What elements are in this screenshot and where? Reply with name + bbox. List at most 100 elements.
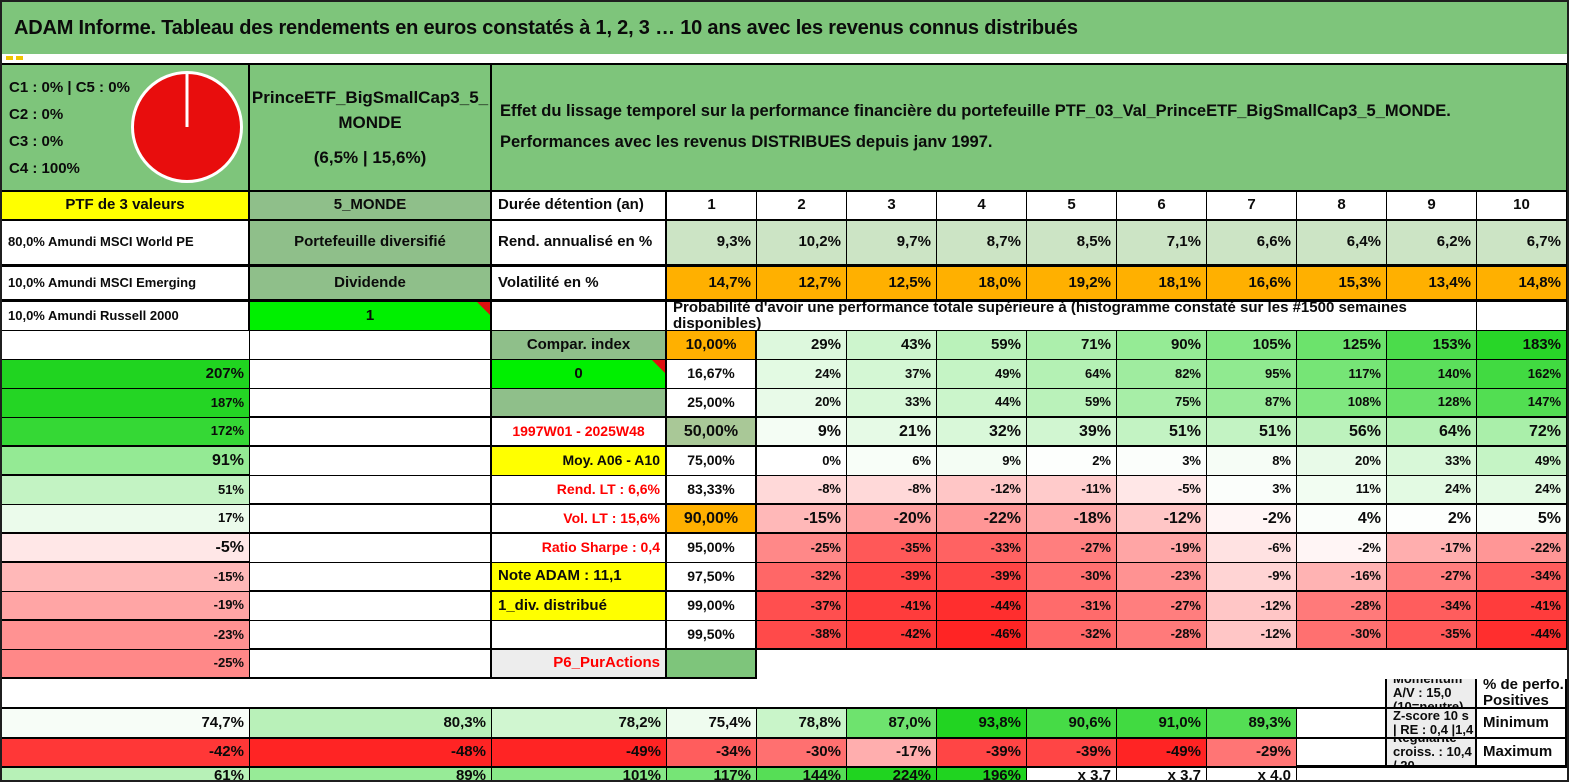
cell-perfo-positives-1[interactable]: 74,7% [2, 709, 250, 739]
cell-p99-5-5[interactable]: -28% [1117, 621, 1207, 650]
cell-p99-5-9[interactable]: -44% [1477, 621, 1567, 650]
cell-proba-note-label[interactable] [492, 302, 667, 331]
cell-p83-33-4[interactable]: -11% [1027, 476, 1117, 505]
cell-maximum-6[interactable]: 224% [847, 768, 937, 780]
cell-p6-puractions-b[interactable]: P6_PurActions [492, 650, 667, 679]
cell-p99-5-1[interactable]: -38% [757, 621, 847, 650]
cell-p16-67-a[interactable] [250, 360, 492, 389]
cell-p99-5-a[interactable] [250, 621, 492, 650]
cell-p97-5-7[interactable]: -16% [1297, 563, 1387, 592]
cell-duration-header-10[interactable]: 10 [1477, 192, 1567, 221]
cell-p10-2[interactable]: 43% [847, 331, 937, 360]
cell-perfo-positives-2[interactable]: 80,3% [250, 709, 492, 739]
cell-rend-annualise-2[interactable]: 10,2% [757, 221, 847, 267]
cell-rend-annualise-4[interactable]: 8,7% [937, 221, 1027, 267]
cell-proba-note-span[interactable]: Probabilité d'avoir une performance tota… [667, 302, 1477, 331]
cell-p6-puractions-a[interactable] [250, 650, 492, 679]
cell-maximum-4[interactable]: 117% [667, 768, 757, 780]
cell-p16-67-9[interactable]: 162% [1477, 360, 1567, 389]
cell-maximum-label[interactable]: Maximum [1477, 739, 1567, 768]
cell-p16-67-5[interactable]: 82% [1117, 360, 1207, 389]
portfolio-name-cell[interactable]: PrinceETF_BigSmallCap3_5_ MONDE (6,5% | … [250, 65, 492, 192]
cell-p10-6[interactable]: 105% [1207, 331, 1297, 360]
cell-proba-note-b[interactable]: 1 [250, 302, 492, 331]
cell-p83-33-1[interactable]: -8% [757, 476, 847, 505]
cell-p99-5-4[interactable]: -32% [1027, 621, 1117, 650]
cell-p75-b[interactable]: Moy. A06 - A10 [492, 447, 667, 476]
cell-p10-label[interactable]: 10,00% [667, 331, 757, 360]
cell-maximum-8[interactable]: x 3,7 [1027, 768, 1117, 780]
cell-p50-1[interactable]: 9% [757, 418, 847, 447]
cell-volatilite-8[interactable]: 15,3% [1297, 267, 1387, 302]
cell-p90-5[interactable]: -12% [1117, 505, 1207, 534]
cell-p50-3[interactable]: 32% [937, 418, 1027, 447]
cell-proba-note-tail1[interactable] [1477, 302, 1567, 331]
cell-p25-4[interactable]: 59% [1027, 389, 1117, 418]
cell-p83-33-7[interactable]: 11% [1297, 476, 1387, 505]
cell-volatilite-4[interactable]: 18,0% [937, 267, 1027, 302]
cell-p25-6[interactable]: 87% [1207, 389, 1297, 418]
cell-p99-5-3[interactable]: -46% [937, 621, 1027, 650]
cell-volatilite-7[interactable]: 16,6% [1207, 267, 1297, 302]
cell-duration-header-label[interactable]: Durée détention (an) [492, 192, 667, 221]
cell-p10-7[interactable]: 125% [1297, 331, 1387, 360]
cell-p25-10[interactable]: 172% [2, 418, 250, 447]
cell-maximum-a[interactable] [1297, 739, 1387, 768]
cell-p90-1[interactable]: -15% [757, 505, 847, 534]
cell-p50-10[interactable]: 91% [2, 447, 250, 476]
cell-p10-a[interactable] [250, 331, 492, 360]
cell-maximum-7[interactable]: 196% [937, 768, 1027, 780]
cell-p10-8[interactable]: 153% [1387, 331, 1477, 360]
cell-p97-5-10[interactable]: -19% [2, 592, 250, 621]
cell-p99-9[interactable]: -41% [1477, 592, 1567, 621]
cell-p83-33-5[interactable]: -5% [1117, 476, 1207, 505]
cell-p95-b[interactable]: Ratio Sharpe : 0,4 [492, 534, 667, 563]
cell-p16-67-10[interactable]: 187% [2, 389, 250, 418]
cell-p83-33-9[interactable]: 24% [1477, 476, 1567, 505]
cell-minimum-6[interactable]: -17% [847, 739, 937, 768]
cell-p75-4[interactable]: 2% [1027, 447, 1117, 476]
cell-p50-8[interactable]: 64% [1387, 418, 1477, 447]
cell-volatilite-3[interactable]: 12,5% [847, 267, 937, 302]
cell-p95-9[interactable]: -22% [1477, 534, 1567, 563]
cell-maximum-2[interactable]: 89% [250, 768, 492, 780]
cell-p99-2[interactable]: -41% [847, 592, 937, 621]
cell-rend-annualise-7[interactable]: 6,6% [1207, 221, 1297, 267]
cell-duration-header-5[interactable]: 5 [1027, 192, 1117, 221]
cell-p50-7[interactable]: 56% [1297, 418, 1387, 447]
cell-p6-puractions-label[interactable] [667, 650, 757, 679]
cell-rend-annualise-label[interactable]: Rend. annualisé en % [492, 221, 667, 267]
cell-minimum-8[interactable]: -39% [1027, 739, 1117, 768]
cell-p83-33-3[interactable]: -12% [937, 476, 1027, 505]
cell-p97-5-8[interactable]: -27% [1387, 563, 1477, 592]
cell-p25-7[interactable]: 108% [1297, 389, 1387, 418]
cell-duration-header-2[interactable]: 2 [757, 192, 847, 221]
cell-p16-67-1[interactable]: 24% [757, 360, 847, 389]
cell-volatilite-5[interactable]: 19,2% [1027, 267, 1117, 302]
cell-p90-3[interactable]: -22% [937, 505, 1027, 534]
cell-duration-header-8[interactable]: 8 [1297, 192, 1387, 221]
cell-p50-b[interactable]: 1997W01 - 2025W48 [492, 418, 667, 447]
cell-p97-5-1[interactable]: -32% [757, 563, 847, 592]
cell-p90-label[interactable]: 90,00% [667, 505, 757, 534]
cell-perfo-positives-b[interactable]: Momentum A/V : 15,0 (10=neutre) [1387, 679, 1477, 709]
cell-p25-b[interactable] [492, 389, 667, 418]
cell-p75-6[interactable]: 8% [1207, 447, 1297, 476]
cell-perfo-positives-7[interactable]: 93,8% [937, 709, 1027, 739]
cell-p75-7[interactable]: 20% [1297, 447, 1387, 476]
cell-p25-2[interactable]: 33% [847, 389, 937, 418]
cell-p99-5-10[interactable]: -25% [2, 650, 250, 679]
cell-p50-label[interactable]: 50,00% [667, 418, 757, 447]
cell-p95-8[interactable]: -17% [1387, 534, 1477, 563]
cell-minimum-1[interactable]: -42% [2, 739, 250, 768]
cell-maximum-3[interactable]: 101% [492, 768, 667, 780]
cell-p25-9[interactable]: 147% [1477, 389, 1567, 418]
cell-p6-puractions-span[interactable] [2, 679, 1297, 709]
cell-minimum-b[interactable]: Z-score 10 s | RE : 0,4 |1,4 [1387, 709, 1477, 739]
cell-perfo-positives-4[interactable]: 75,4% [667, 709, 757, 739]
cell-p99-5-label[interactable]: 99,50% [667, 621, 757, 650]
cell-p99-3[interactable]: -44% [937, 592, 1027, 621]
cell-duration-header-3[interactable]: 3 [847, 192, 937, 221]
cell-volatilite-10[interactable]: 14,8% [1477, 267, 1567, 302]
cell-minimum-10[interactable]: -29% [1207, 739, 1297, 768]
